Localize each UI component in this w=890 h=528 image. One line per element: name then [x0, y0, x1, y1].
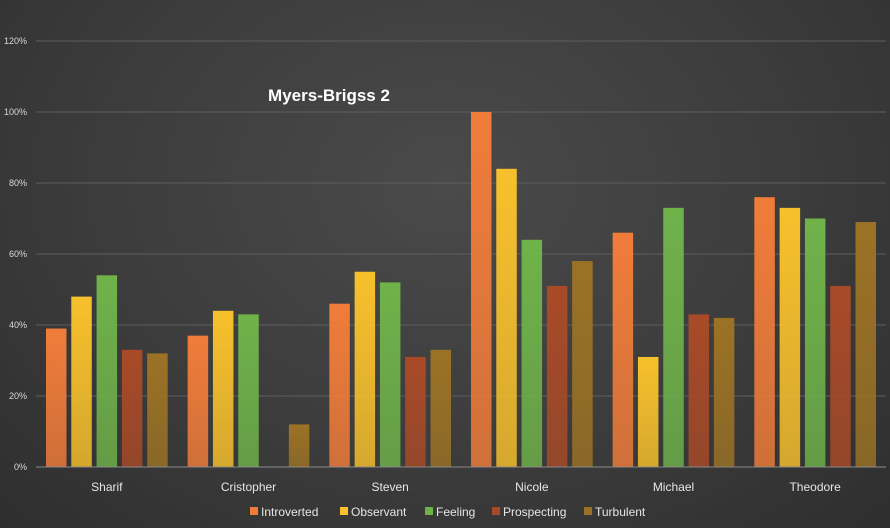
- legend-label-introverted: Introverted: [261, 505, 318, 519]
- x-tick-label: Theodore: [789, 480, 841, 494]
- bar-feeling-nicole: [521, 239, 543, 467]
- bar-introverted-theodore: [754, 197, 775, 467]
- legend-swatch-prospecting: [492, 507, 500, 515]
- x-tick-label: Cristopher: [221, 480, 276, 494]
- bar-observant-theodore: [779, 207, 801, 467]
- x-axis-labels: Sharif Cristopher Steven Nicole Michael Theod…: [91, 480, 841, 494]
- y-tick-label: 60%: [9, 249, 27, 259]
- chart-title: Myers-Brigss 2: [268, 86, 390, 105]
- gridlines: [36, 40, 886, 397]
- legend-swatch-turbulent: [584, 507, 592, 515]
- bar-prospecting-nicole: [546, 285, 568, 467]
- legend: Introverted Observant Feeling Prospecting Tu…: [250, 505, 646, 519]
- bar-feeling-steven: [379, 282, 401, 467]
- bar-prospecting-theodore: [830, 285, 851, 467]
- bar-introverted-sharif: [45, 328, 67, 467]
- x-tick-label: Sharif: [91, 480, 123, 494]
- bar-turbulent-theodore: [855, 222, 877, 467]
- bar-feeling-cristopher: [238, 314, 259, 467]
- bar-feeling-sharif: [96, 275, 118, 467]
- bar-feeling-michael: [663, 207, 684, 467]
- bar-turbulent-nicole: [572, 261, 593, 467]
- legend-swatch-feeling: [425, 507, 433, 515]
- legend-label-feeling: Feeling: [436, 505, 475, 519]
- y-tick-label: 120%: [4, 36, 27, 46]
- bar-feeling-theodore: [804, 218, 826, 467]
- bar-prospecting-steven: [405, 356, 426, 467]
- legend-label-observant: Observant: [351, 505, 407, 519]
- bar-turbulent-steven: [430, 349, 452, 467]
- bar-observant-cristopher: [212, 310, 234, 467]
- y-axis-ticks: 0% 20% 40% 60% 80% 100% 120%: [4, 36, 27, 472]
- bar-prospecting-michael: [688, 314, 710, 467]
- x-tick-label: Nicole: [515, 480, 549, 494]
- legend-swatch-observant: [340, 507, 348, 515]
- bar-introverted-michael: [612, 232, 634, 467]
- legend-label-prospecting: Prospecting: [503, 505, 566, 519]
- x-tick-label: Michael: [653, 480, 694, 494]
- bar-turbulent-michael: [713, 317, 735, 467]
- legend-swatch-introverted: [250, 507, 258, 515]
- bar-observant-sharif: [71, 296, 92, 467]
- y-tick-label: 0%: [14, 462, 27, 472]
- bar-turbulent-cristopher: [288, 424, 310, 467]
- y-tick-label: 20%: [9, 391, 27, 401]
- bar-introverted-cristopher: [187, 335, 209, 467]
- bar-turbulent-sharif: [147, 353, 168, 467]
- y-tick-label: 80%: [9, 178, 27, 188]
- x-tick-label: Steven: [371, 480, 408, 494]
- y-tick-label: 40%: [9, 320, 27, 330]
- bar-introverted-steven: [329, 303, 350, 467]
- legend-label-turbulent: Turbulent: [595, 505, 646, 519]
- y-tick-label: 100%: [4, 107, 27, 117]
- bar-prospecting-sharif: [121, 349, 143, 467]
- bar-introverted-nicole: [470, 112, 492, 467]
- bar-observant-steven: [354, 271, 376, 467]
- bars: [45, 112, 877, 468]
- bar-observant-nicole: [496, 168, 517, 468]
- bar-observant-michael: [637, 356, 659, 467]
